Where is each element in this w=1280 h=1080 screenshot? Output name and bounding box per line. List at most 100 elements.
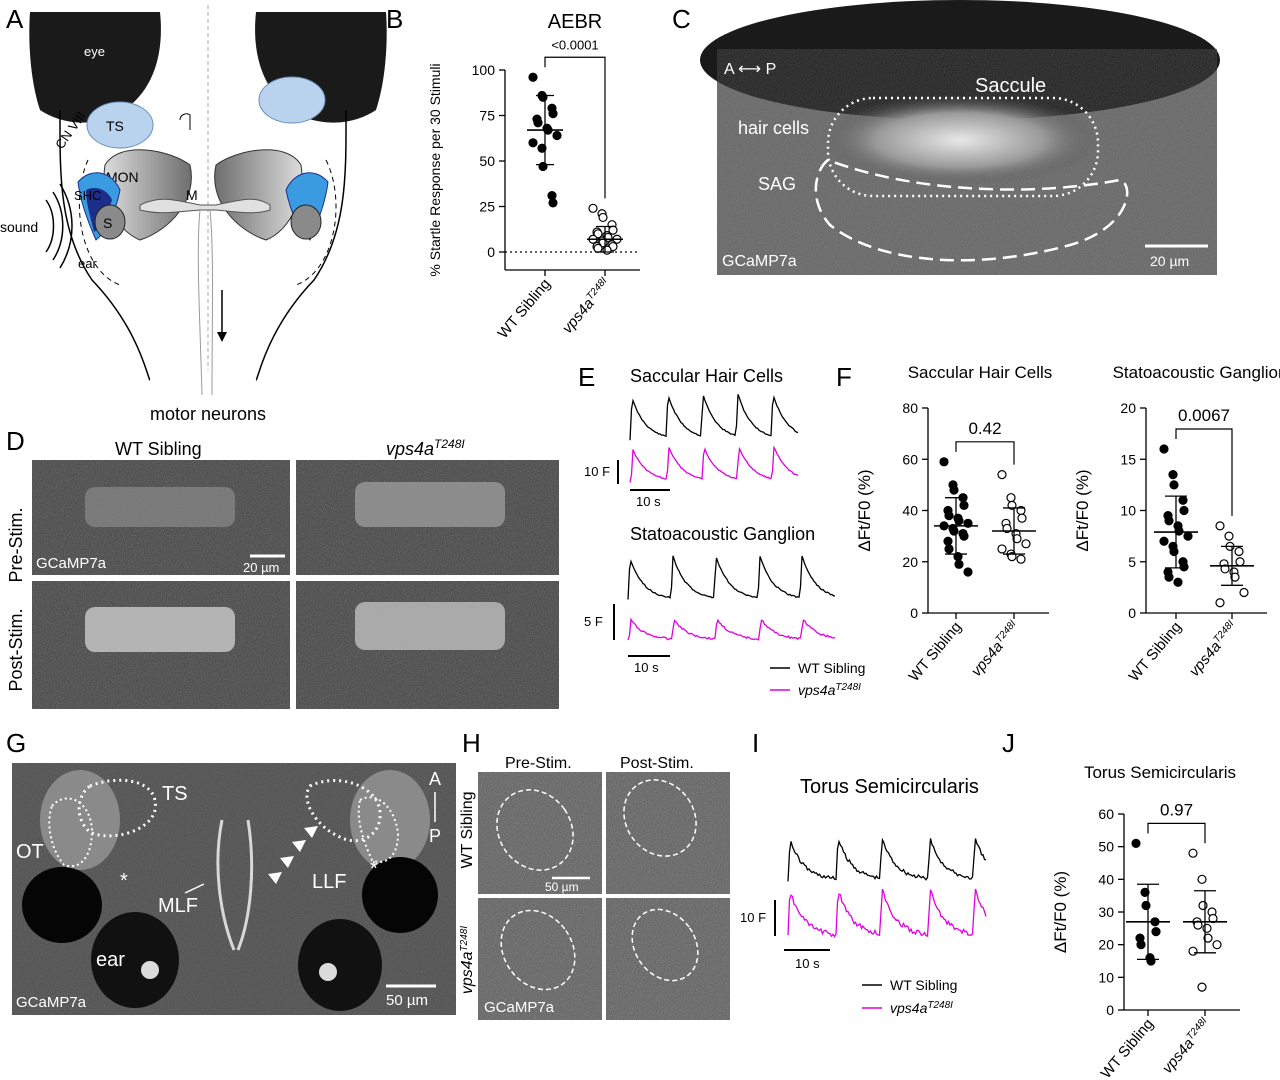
data-point [1012, 534, 1022, 544]
panel-letter-a: A [6, 4, 24, 34]
g-ear-right [298, 919, 382, 1011]
e-legend-mut: vps4aT248I [798, 682, 861, 699]
brain-outline-right [255, 109, 347, 381]
significance-bracket [1175, 428, 1233, 516]
data-point [1198, 900, 1208, 911]
data-point [1017, 513, 1027, 523]
h-image-3 [478, 898, 602, 1020]
data-point [997, 470, 1007, 480]
sound-wave-1 [45, 199, 55, 253]
hair-cells-outline [826, 96, 1100, 198]
data-point [943, 536, 953, 546]
e-trace-mut-1 [629, 445, 799, 483]
y-tick-label: 60 [1098, 806, 1114, 822]
data-point [1164, 516, 1174, 526]
sag-outline [814, 158, 1129, 262]
panel-letter-b: B [386, 4, 403, 34]
data-point [1239, 587, 1249, 598]
data-point [1234, 546, 1244, 557]
g-ts: TS [162, 783, 188, 805]
data-point [1159, 444, 1169, 454]
g-ear: ear [96, 949, 125, 971]
data-point [949, 485, 959, 495]
panel-letter-j: J [1002, 728, 1015, 758]
category-label: WT Sibling [495, 276, 554, 342]
d-col1-title: WT Sibling [115, 439, 202, 459]
category-label: WT Sibling [1098, 1016, 1157, 1080]
h-row1: WT Sibling [459, 791, 476, 868]
d-image-2 [296, 460, 559, 575]
data-point [1140, 887, 1150, 898]
d-image-1 [32, 460, 290, 575]
data-point [954, 559, 964, 569]
data-point [1178, 495, 1188, 505]
e-trace-wt-1 [629, 394, 799, 441]
data-point [963, 567, 973, 577]
data-point [1151, 926, 1161, 937]
data-point [949, 526, 959, 536]
p-value: 0.97 [1160, 800, 1193, 819]
data-point [959, 500, 969, 510]
chart-title: Torus Semicircularis [1084, 763, 1236, 782]
panel-d-images: WT Sibling vps4aT248I Pre-Stim. Post-Sti… [6, 437, 559, 709]
panel-g-image: OT TS MLF LLF ear * * A P GCaMP7a 50 µm [12, 763, 456, 1015]
m-cell [139, 198, 271, 214]
ts-label: TS [106, 118, 124, 134]
chart-b: AEBR 0 25 50 75 100 % Startle Response per 30 … [427, 11, 640, 342]
d-row2-label: Post-Stim. [6, 608, 26, 691]
data-point [939, 457, 949, 467]
c-stain: GCaMP7a [722, 253, 797, 270]
data-point [538, 92, 548, 102]
data-point [548, 198, 558, 208]
g-star-right: * [370, 858, 378, 880]
g-star-left: * [120, 870, 128, 892]
panel-letter-e: E [578, 362, 595, 392]
panel-letter-c: C [672, 4, 691, 34]
y-axis-label: % Startle Response per 30 Stimuli [427, 63, 443, 276]
data-point [1212, 940, 1222, 950]
d-row1-label: Pre-Stim. [6, 507, 26, 582]
y-tick-label: 75 [479, 108, 495, 124]
y-tick-label: 50 [479, 153, 495, 169]
significance-bracket [544, 56, 606, 199]
h-scale-label: 50 µm [545, 880, 579, 894]
chart-title: Saccular Hair Cells [908, 363, 1053, 382]
i-trace-mut [787, 888, 987, 938]
y-tick-label: 20 [1120, 400, 1136, 416]
category-label: vps4aT248I [1158, 1015, 1214, 1077]
y-tick-label: 40 [1098, 871, 1114, 887]
g-a: A [429, 769, 441, 789]
e-time2: 10 s [634, 660, 659, 675]
y-tick-label: 25 [479, 199, 495, 215]
i-scale: 10 F [740, 910, 766, 925]
sound-label: sound [0, 219, 38, 235]
c-scale-label: 20 µm [1150, 253, 1189, 269]
panel-c-image: A ⟷ P Saccule hair cells SAG GCaMP7a 20 … [700, 0, 1220, 275]
data-point [1203, 933, 1213, 943]
data-point [1169, 480, 1179, 490]
category-label: vps4aT248I [967, 618, 1023, 680]
shc-label: SHC [74, 188, 101, 203]
data-point [959, 531, 969, 541]
data-point [598, 212, 608, 223]
y-tick-label: 20 [1098, 937, 1114, 953]
d-image-4 [296, 581, 559, 709]
data-point [1188, 848, 1198, 858]
y-tick-label: 0 [487, 244, 495, 260]
ts-right [258, 76, 326, 124]
h-col2: Post-Stim. [620, 755, 694, 772]
data-point [548, 109, 558, 119]
e-scale1: 10 F [584, 464, 610, 479]
y-tick-label: 10 [1120, 503, 1136, 519]
category-label: vps4aT248I [1185, 618, 1241, 680]
chart-f-hair-cells: Saccular Hair Cells 0 20 40 60 80 ΔFt/F0 (%) WT… [855, 363, 1052, 685]
eye-label: eye [84, 44, 105, 59]
y-tick-label: 30 [1098, 904, 1114, 920]
g-mlf: MLF [158, 895, 198, 917]
y-tick-label: 0 [1128, 605, 1136, 621]
y-tick-label: 15 [1120, 451, 1136, 467]
chart-title: Statoacoustic Ganglion [1113, 363, 1280, 382]
d-image-3 [32, 581, 290, 709]
category-label: WT Sibling [906, 619, 965, 685]
